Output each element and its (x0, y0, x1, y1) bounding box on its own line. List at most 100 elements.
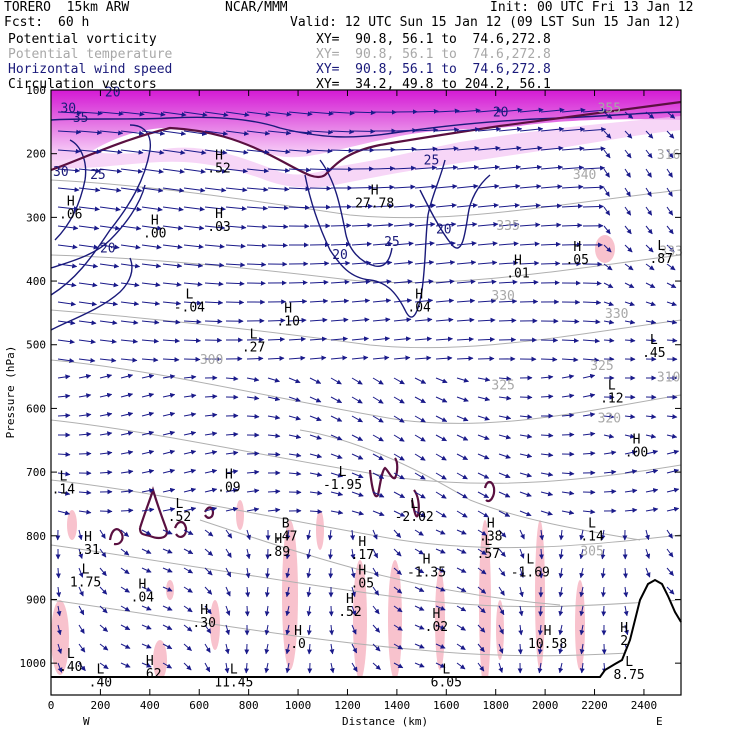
vector-arrow (78, 490, 92, 496)
vector-arrow (99, 662, 109, 670)
vector-arrow (456, 377, 469, 383)
vector-arrow (456, 183, 479, 189)
extremum-value: .06 (59, 207, 82, 222)
vector-arrow (57, 339, 75, 345)
vector-arrow (120, 206, 142, 212)
vector-arrow (393, 643, 404, 650)
extremum-value: .05 (351, 577, 374, 592)
axes: 0 200 400 600 800 1000 1200 1400 1600 1800 2000 220… (20, 84, 681, 712)
vector-arrow (99, 320, 118, 326)
vector-arrow (623, 586, 629, 598)
vector-arrow (456, 260, 477, 266)
vector-arrow (246, 507, 260, 513)
vector-arrow (328, 605, 334, 617)
extremum-symbol: H (358, 564, 366, 579)
vector-arrow (498, 203, 520, 209)
vector-arrow (57, 490, 71, 496)
vector-arrow (267, 336, 285, 342)
vector-arrow (561, 471, 575, 477)
vector-arrow (393, 434, 405, 442)
vector-arrow (183, 430, 197, 436)
vector-arrow (120, 282, 140, 288)
vector-arrow (183, 506, 197, 512)
vector-arrow (330, 415, 343, 422)
vector-arrow (78, 110, 103, 116)
vector-arrow (351, 260, 372, 266)
extremum-value: .17 (351, 548, 374, 563)
vector-arrow (120, 411, 134, 417)
vector-arrow (498, 222, 520, 228)
y-tick-label: 400 (26, 275, 46, 288)
vector-arrow (477, 279, 497, 285)
vector-arrow (623, 605, 629, 617)
vector-arrow (204, 281, 224, 287)
vector-arrow (141, 168, 164, 174)
vector-arrow (244, 662, 250, 674)
vector-arrow (477, 643, 485, 653)
init-time: Init: 00 UTC Fri 13 Jan 12 (490, 0, 694, 15)
vector-arrow (351, 110, 376, 116)
vector-arrow (372, 624, 381, 633)
vector-arrow (246, 451, 260, 457)
vector-arrow (435, 472, 447, 480)
extremum-symbol: L (250, 327, 258, 342)
vector-arrow (519, 222, 541, 228)
vector-arrow (477, 145, 501, 151)
y-tick-label: 800 (26, 530, 46, 543)
vector-arrow (561, 203, 583, 209)
vector-arrow (244, 605, 250, 617)
forecast-label: Fcst: (4, 15, 44, 30)
vector-arrow (246, 130, 271, 136)
vector-arrow (141, 624, 152, 630)
vector-arrow (162, 411, 176, 417)
vector-arrow (224, 662, 230, 674)
vector-arrow (99, 643, 109, 651)
vector-arrow (540, 203, 562, 209)
vector-arrow (456, 317, 475, 323)
valid-time: Valid: 12 UTC Sun 15 Jan 12 (09 LST Sun … (290, 15, 682, 30)
vector-arrow (162, 586, 173, 592)
vector-arrow (666, 282, 677, 289)
extremum-value: .52 (207, 162, 230, 177)
vector-arrow (498, 529, 507, 538)
vector-arrow (183, 567, 194, 574)
field-name-theta: Potential temperature (8, 47, 173, 62)
theta-contour-line (51, 419, 681, 484)
vector-arrow (645, 529, 650, 541)
vector-arrow (183, 225, 205, 231)
vector-arrow (57, 393, 71, 399)
vector-arrow (246, 243, 267, 249)
vector-arrow (435, 662, 446, 668)
vector-arrow (246, 488, 260, 494)
vector-arrow (183, 206, 205, 212)
extremum-value: -1.69 (511, 565, 550, 580)
vector-arrow (351, 377, 363, 385)
vector-arrow (162, 662, 173, 669)
theta-contour-label: 325 (491, 378, 514, 393)
extremum-value: .00 (625, 446, 648, 461)
vector-arrow (393, 624, 403, 631)
vector-arrow (225, 586, 231, 597)
vector-arrow (99, 301, 118, 307)
extremum-symbol: H (487, 517, 495, 532)
vector-arrow (309, 355, 327, 361)
vector-arrow (78, 643, 86, 653)
extremum-symbol: H (151, 213, 159, 228)
extremum-symbol: L (230, 662, 238, 677)
vector-arrow (99, 206, 121, 212)
vector-arrow (666, 319, 678, 325)
vector-arrow (372, 355, 390, 361)
vector-arrow (519, 567, 525, 578)
terrain-fill (51, 580, 681, 695)
x-tick-label: 800 (239, 699, 259, 712)
vector-arrow (245, 567, 251, 579)
vector-arrow (582, 373, 596, 379)
vector-arrow (414, 146, 438, 152)
vector-arrow (582, 127, 607, 133)
vector-arrow (162, 507, 176, 512)
vector-arrow (57, 301, 76, 307)
vector-arrow (245, 586, 251, 598)
vector-arrow (57, 129, 82, 135)
vector-arrow (162, 643, 173, 650)
